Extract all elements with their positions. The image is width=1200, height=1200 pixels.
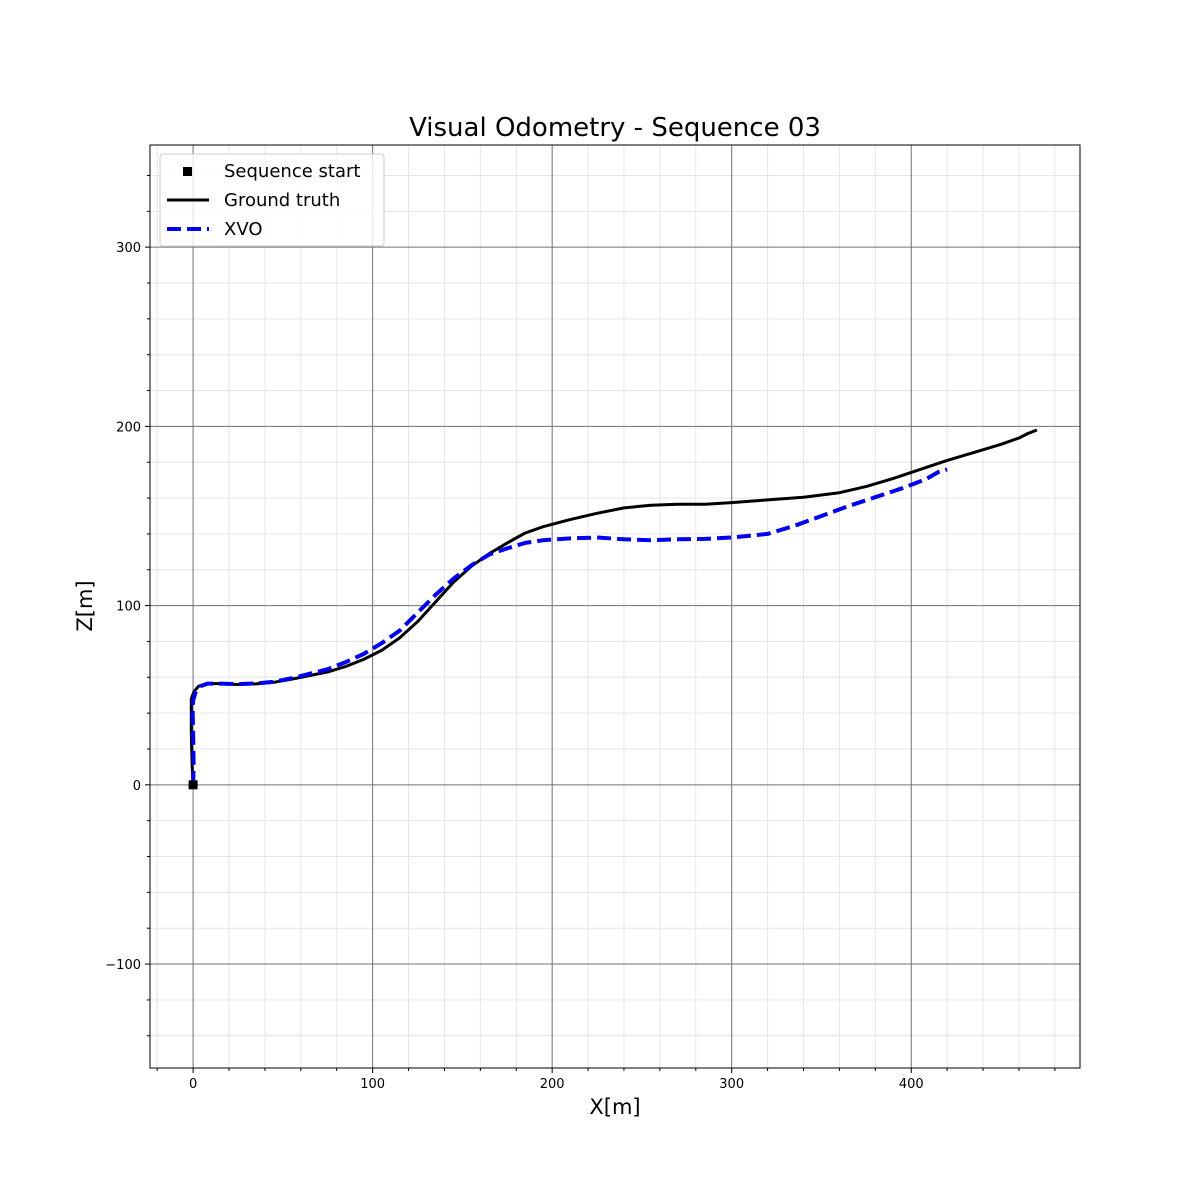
legend-label-ground-truth: Ground truth [224, 190, 340, 211]
minor-grid [150, 145, 1080, 1068]
legend-box [159, 153, 385, 247]
legend-start-marker [183, 167, 192, 176]
y-axis-title: Z[m] [73, 580, 97, 631]
xvo-trajectory-line [190, 467, 948, 785]
x-tick-label: 0 [189, 1077, 197, 1092]
y-tick-label: 0 [133, 779, 141, 794]
plot-frame [149, 144, 1081, 1069]
y-tick-label: 100 [116, 600, 141, 615]
chart-title: Visual Odometry - Sequence 03 [409, 113, 821, 143]
y-axis-ticks: −100 0 100 200 300 [105, 174, 150, 1037]
x-tick-label: 300 [719, 1077, 744, 1092]
y-tick-label: −100 [105, 958, 141, 973]
series-layer [188, 428, 1038, 790]
x-tick-label: 400 [899, 1077, 924, 1092]
legend-label-start: Sequence start [224, 161, 360, 182]
major-grid [150, 145, 1080, 1068]
y-tick-label: 300 [116, 241, 141, 256]
plot-background [150, 145, 1080, 1068]
y-tick-label: 200 [116, 420, 141, 435]
x-tick-label: 100 [360, 1077, 385, 1092]
plot-area [149, 144, 1081, 1069]
x-axis-ticks: 0 100 200 300 400 [156, 1068, 1056, 1092]
legend-label-xvo: XVO [224, 219, 263, 240]
x-tick-label: 200 [540, 1077, 565, 1092]
sequence-start-marker [188, 780, 198, 790]
x-axis-title: X[m] [589, 1095, 640, 1119]
legend: Sequence start Ground truth XVO [159, 153, 385, 247]
